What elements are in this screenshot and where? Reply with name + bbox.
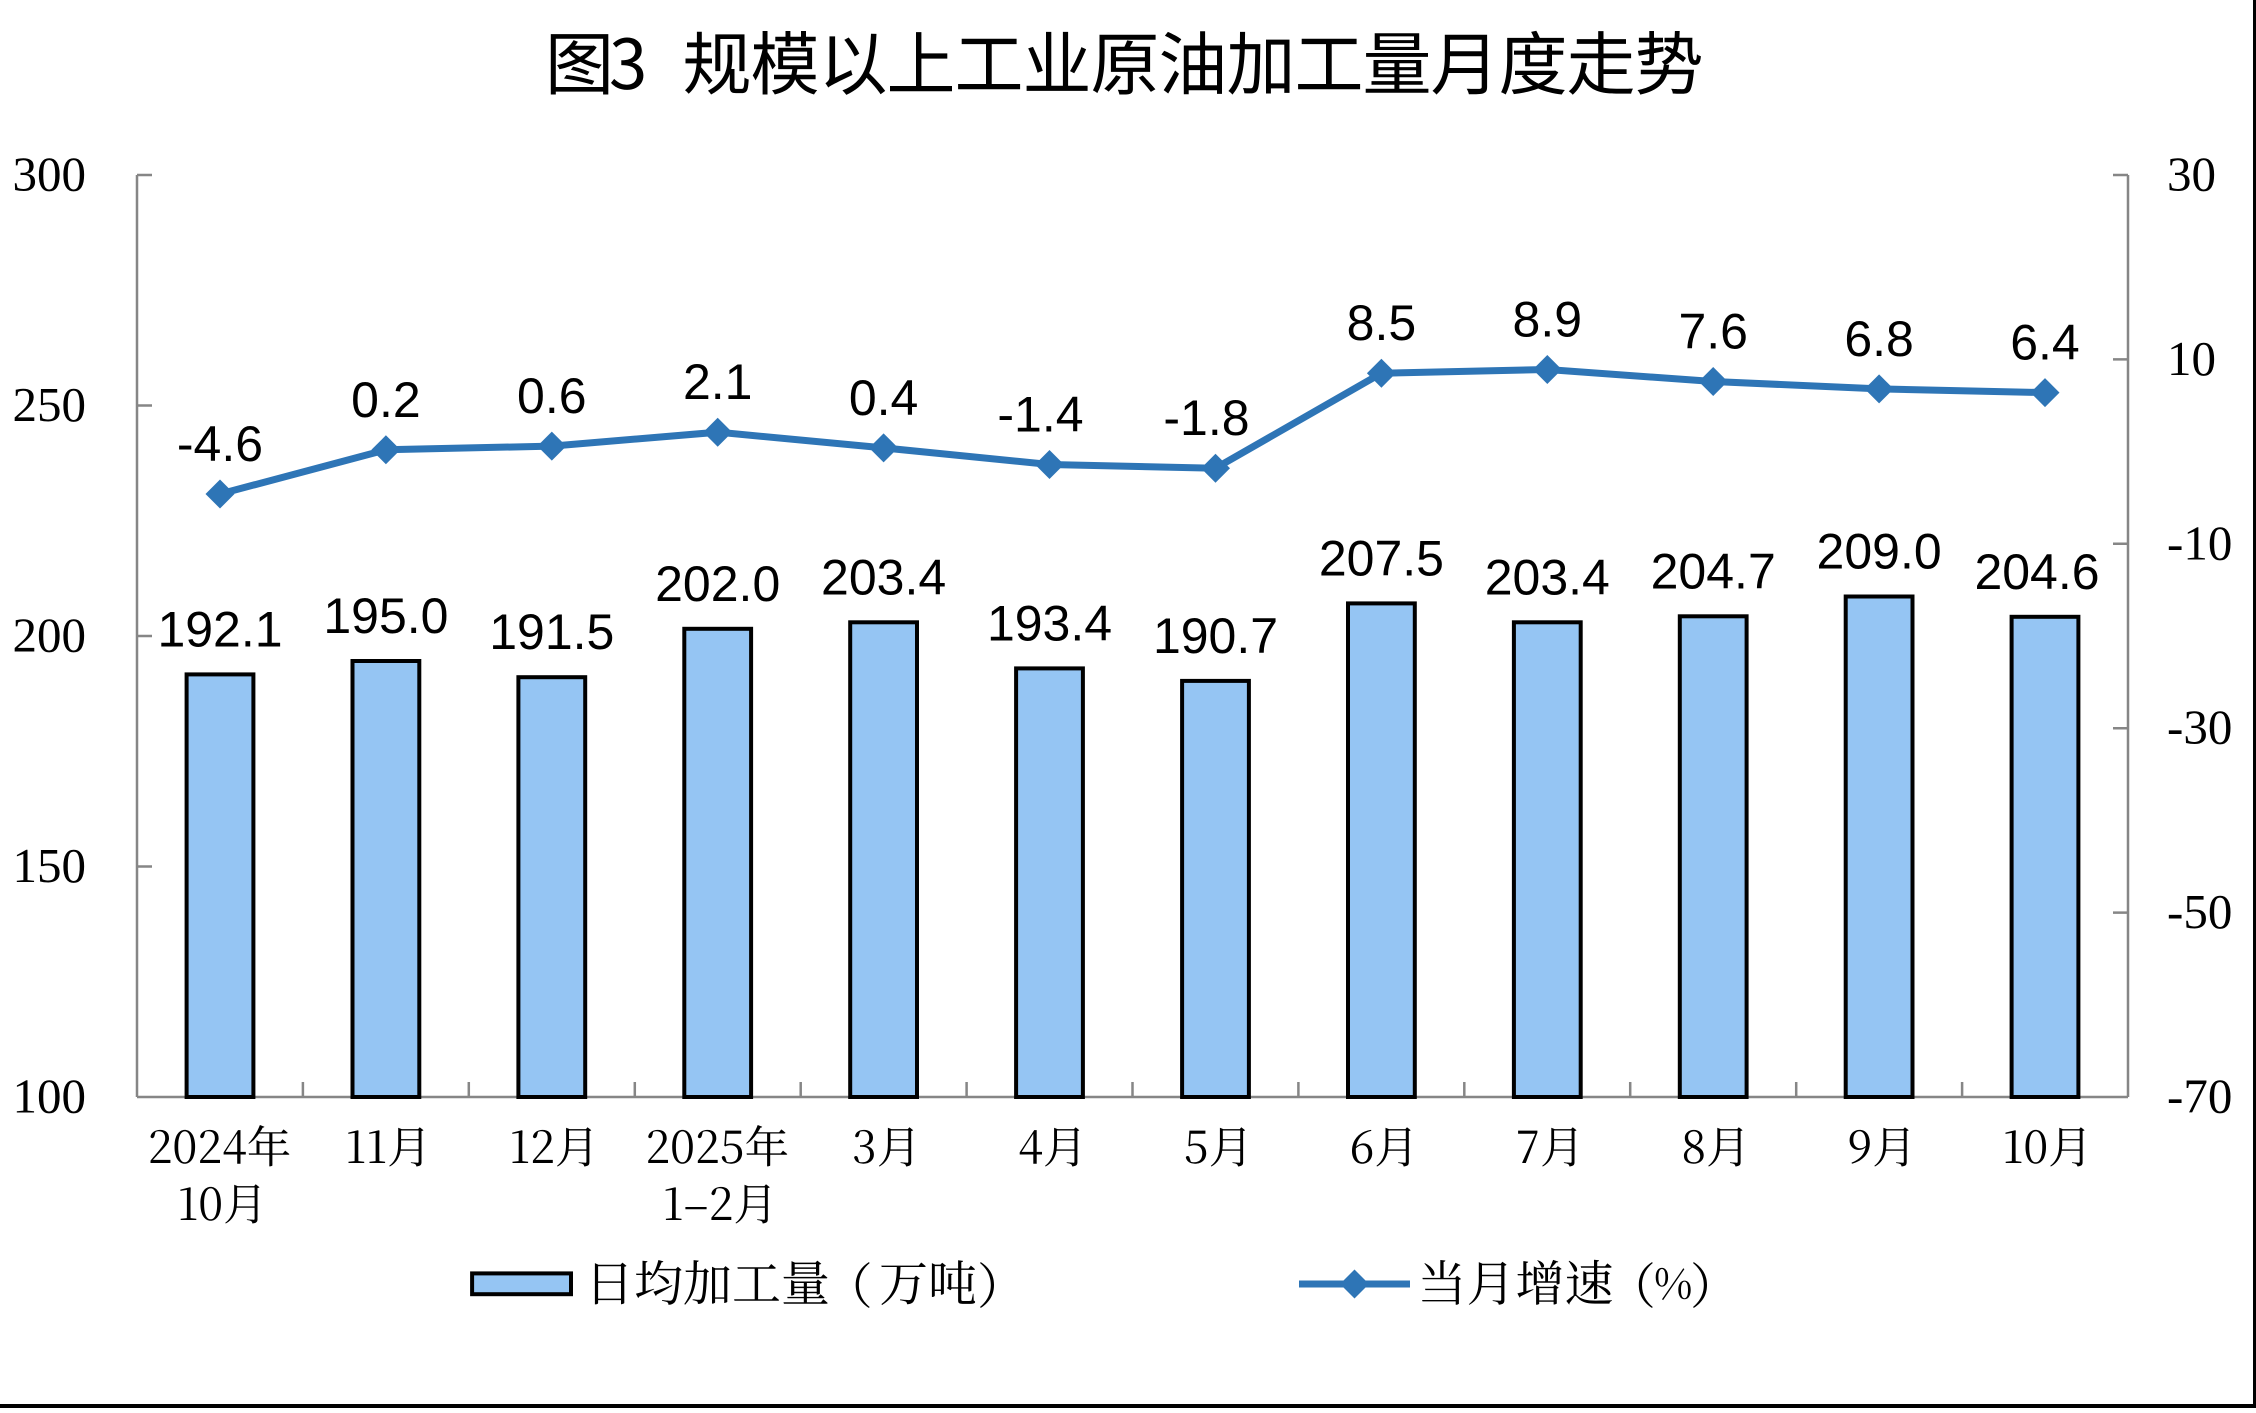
svg-text:190.7: 190.7 [1153, 608, 1278, 664]
svg-text:300: 300 [13, 147, 87, 202]
svg-text:250: 250 [13, 377, 87, 432]
svg-text:100: 100 [13, 1069, 87, 1124]
svg-text:-4.6: -4.6 [177, 416, 263, 472]
svg-text:203.4: 203.4 [821, 549, 946, 605]
svg-text:204.7: 204.7 [1651, 543, 1776, 599]
svg-text:209.0: 209.0 [1817, 524, 1942, 580]
svg-text:207.5: 207.5 [1319, 530, 1444, 586]
svg-text:193.4: 193.4 [987, 595, 1112, 651]
svg-text:195.0: 195.0 [323, 588, 448, 644]
svg-text:150: 150 [13, 838, 87, 893]
svg-text:10: 10 [2167, 331, 2216, 386]
svg-text:-50: -50 [2167, 884, 2232, 939]
svg-text:8.9: 8.9 [1513, 292, 1583, 348]
svg-text:-70: -70 [2167, 1069, 2232, 1124]
svg-text:192.1: 192.1 [157, 601, 282, 657]
svg-text:8.5: 8.5 [1347, 295, 1417, 351]
svg-text:-1.8: -1.8 [1163, 390, 1249, 446]
svg-text:203.4: 203.4 [1485, 549, 1610, 605]
svg-text:200: 200 [13, 608, 87, 663]
svg-text:-1.4: -1.4 [997, 387, 1083, 443]
svg-text:30: 30 [2167, 147, 2216, 202]
svg-text:-30: -30 [2167, 700, 2232, 755]
svg-text:6.8: 6.8 [1844, 311, 1914, 367]
svg-text:202.0: 202.0 [655, 556, 780, 612]
svg-text:204.6: 204.6 [1974, 544, 2099, 600]
svg-text:6.4: 6.4 [2010, 315, 2080, 371]
svg-text:2.1: 2.1 [683, 354, 753, 410]
svg-text:191.5: 191.5 [489, 604, 614, 660]
svg-text:-10: -10 [2167, 515, 2232, 570]
svg-text:0.6: 0.6 [517, 368, 587, 424]
svg-text:7.6: 7.6 [1678, 304, 1748, 360]
svg-text:0.2: 0.2 [351, 372, 421, 428]
svg-text:0.4: 0.4 [849, 370, 919, 426]
